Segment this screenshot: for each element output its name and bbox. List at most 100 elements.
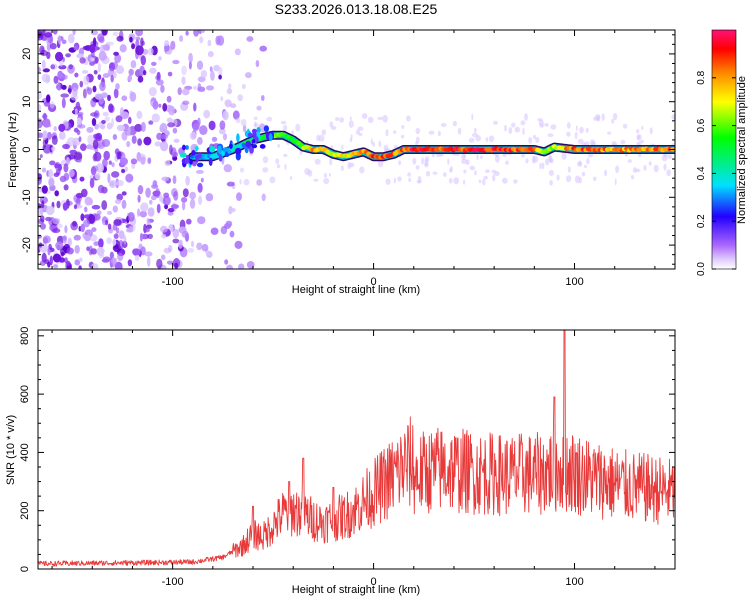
noise-blob (61, 74, 68, 80)
noise-blob (114, 198, 122, 205)
noise-blob (106, 237, 112, 245)
noise-blob (89, 61, 95, 66)
noise-blob (246, 36, 254, 42)
noise-blob (104, 116, 110, 122)
noise-blob (177, 87, 182, 96)
ridge-cell (191, 150, 196, 156)
noise-blob (615, 165, 620, 174)
noise-blob (188, 52, 193, 64)
noise-blob (92, 85, 97, 93)
noise-blob (129, 91, 137, 102)
noise-blob (612, 113, 618, 120)
noise-blob (476, 153, 479, 161)
noise-blob (505, 160, 509, 165)
noise-blob (643, 164, 647, 171)
spectrogram-content (38, 30, 675, 269)
spectrogram-x-label: Height of straight line (km) (292, 284, 420, 296)
noise-blob (110, 75, 114, 83)
noise-blob (210, 227, 219, 235)
noise-blob (111, 162, 115, 168)
noise-blob (627, 159, 632, 163)
noise-blob (193, 30, 199, 37)
noise-blob (162, 103, 168, 112)
noise-blob (38, 104, 42, 112)
noise-blob (145, 187, 151, 198)
noise-blob (205, 193, 214, 202)
noise-blob (44, 123, 52, 128)
noise-blob (169, 144, 173, 155)
noise-blob (196, 242, 203, 251)
noise-blob (166, 260, 174, 265)
noise-blob (372, 141, 375, 147)
snr-panel: -100 0 100 0 200 400 600 800 Height of straigh… (5, 327, 676, 596)
noise-blob (93, 241, 100, 247)
noise-blob (108, 103, 114, 113)
noise-blob (88, 245, 93, 256)
noise-blob (38, 132, 44, 138)
noise-blob (282, 124, 288, 132)
noise-blob (43, 101, 51, 107)
noise-blob (95, 132, 103, 142)
noise-blob (323, 173, 328, 178)
noise-blob (51, 146, 56, 151)
noise-blob (550, 124, 557, 130)
noise-blob (88, 214, 96, 224)
noise-blob (66, 157, 70, 165)
noise-blob (421, 157, 424, 165)
noise-blob (92, 37, 97, 47)
noise-blob (53, 75, 59, 84)
noise-blob (64, 225, 68, 234)
noise-blob (151, 61, 157, 66)
noise-blob (198, 195, 203, 205)
ridge-cell (196, 162, 204, 168)
noise-blob (313, 178, 319, 182)
noise-blob (92, 139, 99, 150)
noise-blob (140, 156, 146, 165)
noise-blob (101, 139, 111, 147)
noise-blob (106, 210, 113, 215)
noise-blob (578, 176, 582, 184)
noise-blob (67, 88, 72, 93)
noise-blob (185, 175, 190, 186)
noise-blob (158, 103, 162, 108)
noise-blob (68, 33, 75, 44)
noise-blob (640, 139, 644, 144)
noise-blob (83, 219, 90, 228)
noise-blob (140, 121, 146, 133)
noise-blob (48, 169, 54, 179)
noise-blob (316, 134, 321, 142)
noise-blob (383, 144, 389, 152)
noise-blob (349, 162, 355, 168)
noise-blob (139, 232, 143, 242)
noise-blob (398, 160, 402, 166)
noise-blob (58, 131, 66, 140)
noise-blob (636, 134, 642, 141)
noise-blob (101, 30, 108, 36)
noise-blob (406, 115, 411, 122)
noise-blob (121, 191, 127, 196)
noise-blob (80, 143, 87, 151)
noise-blob (113, 51, 119, 56)
noise-blob (239, 167, 245, 173)
x-tick-label: 100 (565, 576, 583, 588)
noise-blob (127, 127, 131, 135)
noise-blob (611, 118, 615, 124)
noise-blob (39, 154, 43, 159)
ridge-cell (245, 140, 251, 148)
noise-blob (219, 127, 226, 135)
noise-blob (146, 256, 151, 267)
noise-blob (355, 129, 360, 135)
noise-blob (472, 132, 478, 138)
y-tick-label: 400 (19, 443, 31, 461)
noise-blob (112, 205, 119, 213)
noise-blob (200, 30, 205, 33)
noise-blob (614, 178, 617, 186)
noise-blob (79, 80, 84, 88)
noise-blob (137, 138, 143, 146)
noise-blob (238, 263, 245, 269)
noise-blob (74, 72, 79, 78)
noise-blob (112, 31, 119, 36)
noise-blob (432, 171, 438, 175)
noise-blob (102, 73, 110, 78)
y-tick-label: 0 (21, 146, 33, 152)
